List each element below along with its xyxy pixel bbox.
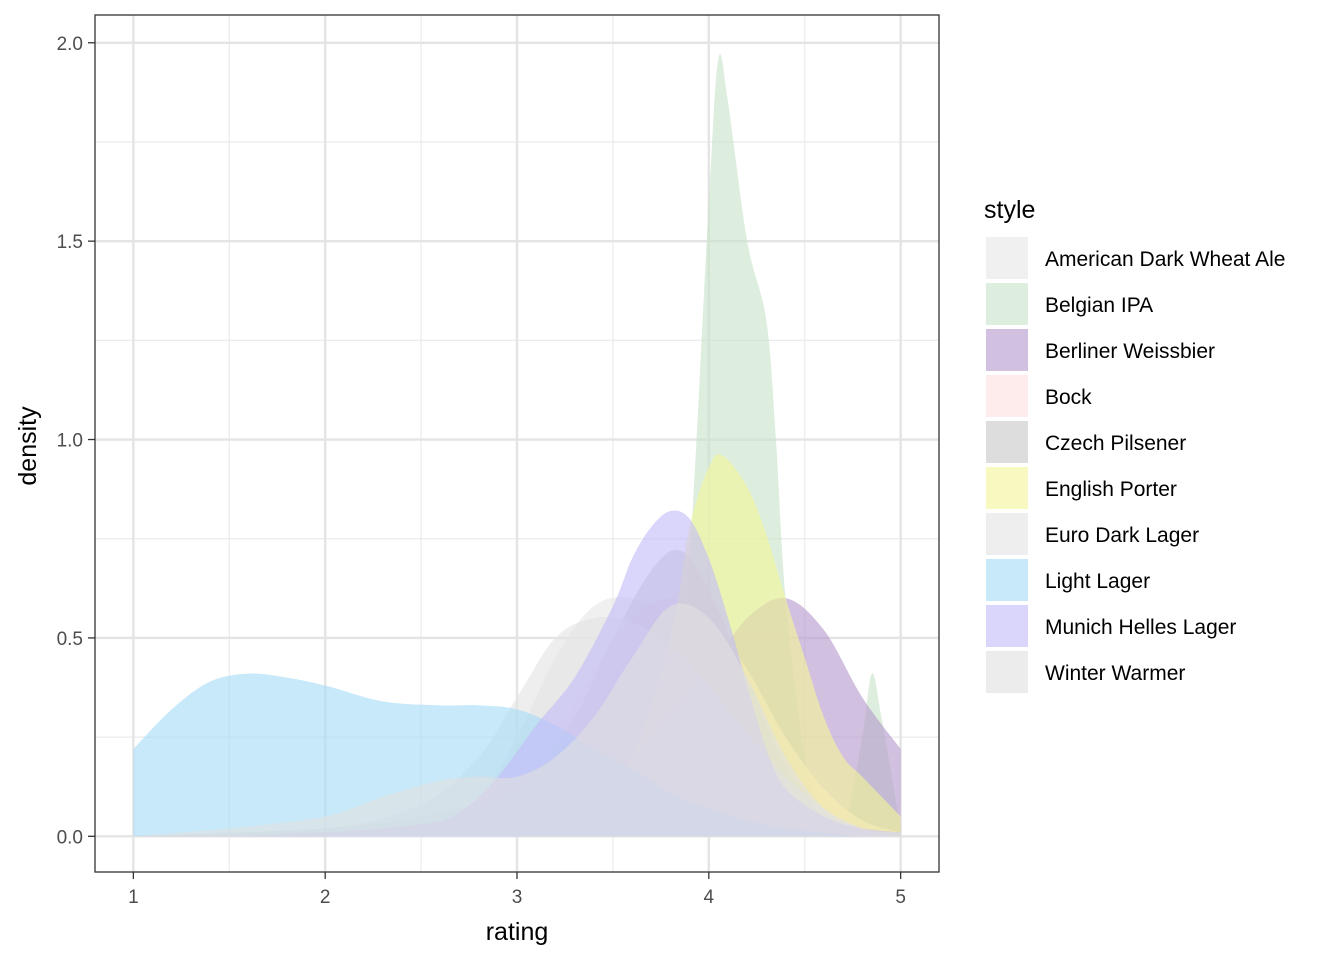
legend-title: style	[984, 196, 1035, 224]
legend-key	[986, 421, 1028, 463]
legend-label: Munich Helles Lager	[1045, 616, 1236, 639]
legend-label: English Porter	[1045, 478, 1177, 501]
legend-key	[986, 651, 1028, 693]
density-areas	[133, 53, 901, 837]
legend-key	[986, 329, 1028, 371]
x-tick-label: 3	[512, 887, 523, 908]
y-axis-title: density	[14, 406, 42, 486]
legend-label: Winter Warmer	[1045, 662, 1185, 685]
x-tick-label: 2	[320, 887, 331, 908]
y-tick-label: 1.5	[57, 232, 83, 253]
legend-key	[986, 237, 1028, 279]
legend-label: American Dark Wheat Ale	[1045, 248, 1285, 271]
y-tick-label: 0.0	[57, 827, 83, 848]
legend-label: Euro Dark Lager	[1045, 524, 1199, 547]
legend-items: American Dark Wheat Ale Belgian IPA Berlin…	[986, 237, 1285, 693]
y-axis-ticks: 0.0 0.5 1.0 1.5 2.0	[57, 34, 95, 848]
x-tick-label: 1	[128, 887, 139, 908]
legend: style American Dark Wheat Ale Belgian IPA…	[984, 196, 1285, 693]
legend-key	[986, 605, 1028, 647]
x-axis-ticks: 1 2 3 4 5	[128, 872, 906, 908]
legend-label: Belgian IPA	[1045, 294, 1153, 317]
legend-label: Light Lager	[1045, 570, 1150, 593]
y-tick-label: 1.0	[57, 431, 83, 452]
x-axis-title: rating	[486, 918, 549, 946]
legend-label: Bock	[1045, 386, 1092, 409]
x-tick-label: 5	[895, 887, 906, 908]
legend-key	[986, 467, 1028, 509]
y-tick-label: 0.5	[57, 629, 83, 650]
legend-key	[986, 375, 1028, 417]
legend-label: Czech Pilsener	[1045, 432, 1186, 455]
legend-key	[986, 513, 1028, 555]
y-tick-label: 2.0	[57, 34, 83, 55]
x-tick-label: 4	[704, 887, 715, 908]
density-area-10	[133, 603, 901, 837]
legend-label: Berliner Weissbier	[1045, 340, 1215, 363]
legend-key	[986, 283, 1028, 325]
legend-key	[986, 559, 1028, 601]
